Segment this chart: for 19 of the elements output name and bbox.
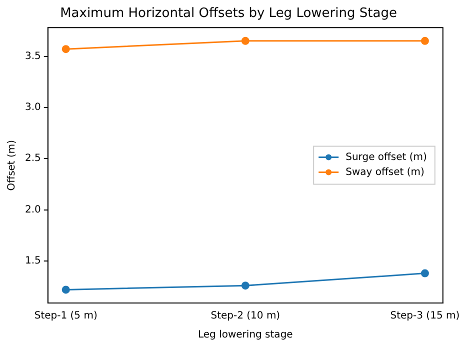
chart-title: Maximum Horizontal Offsets by Leg Lowering Stage <box>60 6 397 22</box>
point <box>241 282 250 290</box>
legend-label: Surge offset (m) <box>346 152 428 163</box>
point <box>241 36 250 45</box>
point <box>420 36 429 45</box>
y-tick-label: 2.5 <box>24 153 41 164</box>
x-tick-label: Step-1 (5 m) <box>34 310 98 322</box>
point <box>62 45 70 54</box>
point <box>62 286 70 294</box>
point <box>420 269 429 278</box>
legend-label: Sway offset (m) <box>346 166 424 178</box>
x-tick-label: Step-2 (10 m) <box>210 310 280 322</box>
x-axis-title: Leg lowering stage <box>198 330 293 341</box>
y-tick-label: 1.5 <box>24 256 41 267</box>
y-tick-label: 3.0 <box>24 102 41 114</box>
x-tick-label: Step-3 (15 m) <box>390 310 460 322</box>
y-tick-label: 2.0 <box>24 204 41 216</box>
y-axis-title: Offset (m) <box>6 140 18 191</box>
y-tick-label: 3.5 <box>24 50 41 62</box>
